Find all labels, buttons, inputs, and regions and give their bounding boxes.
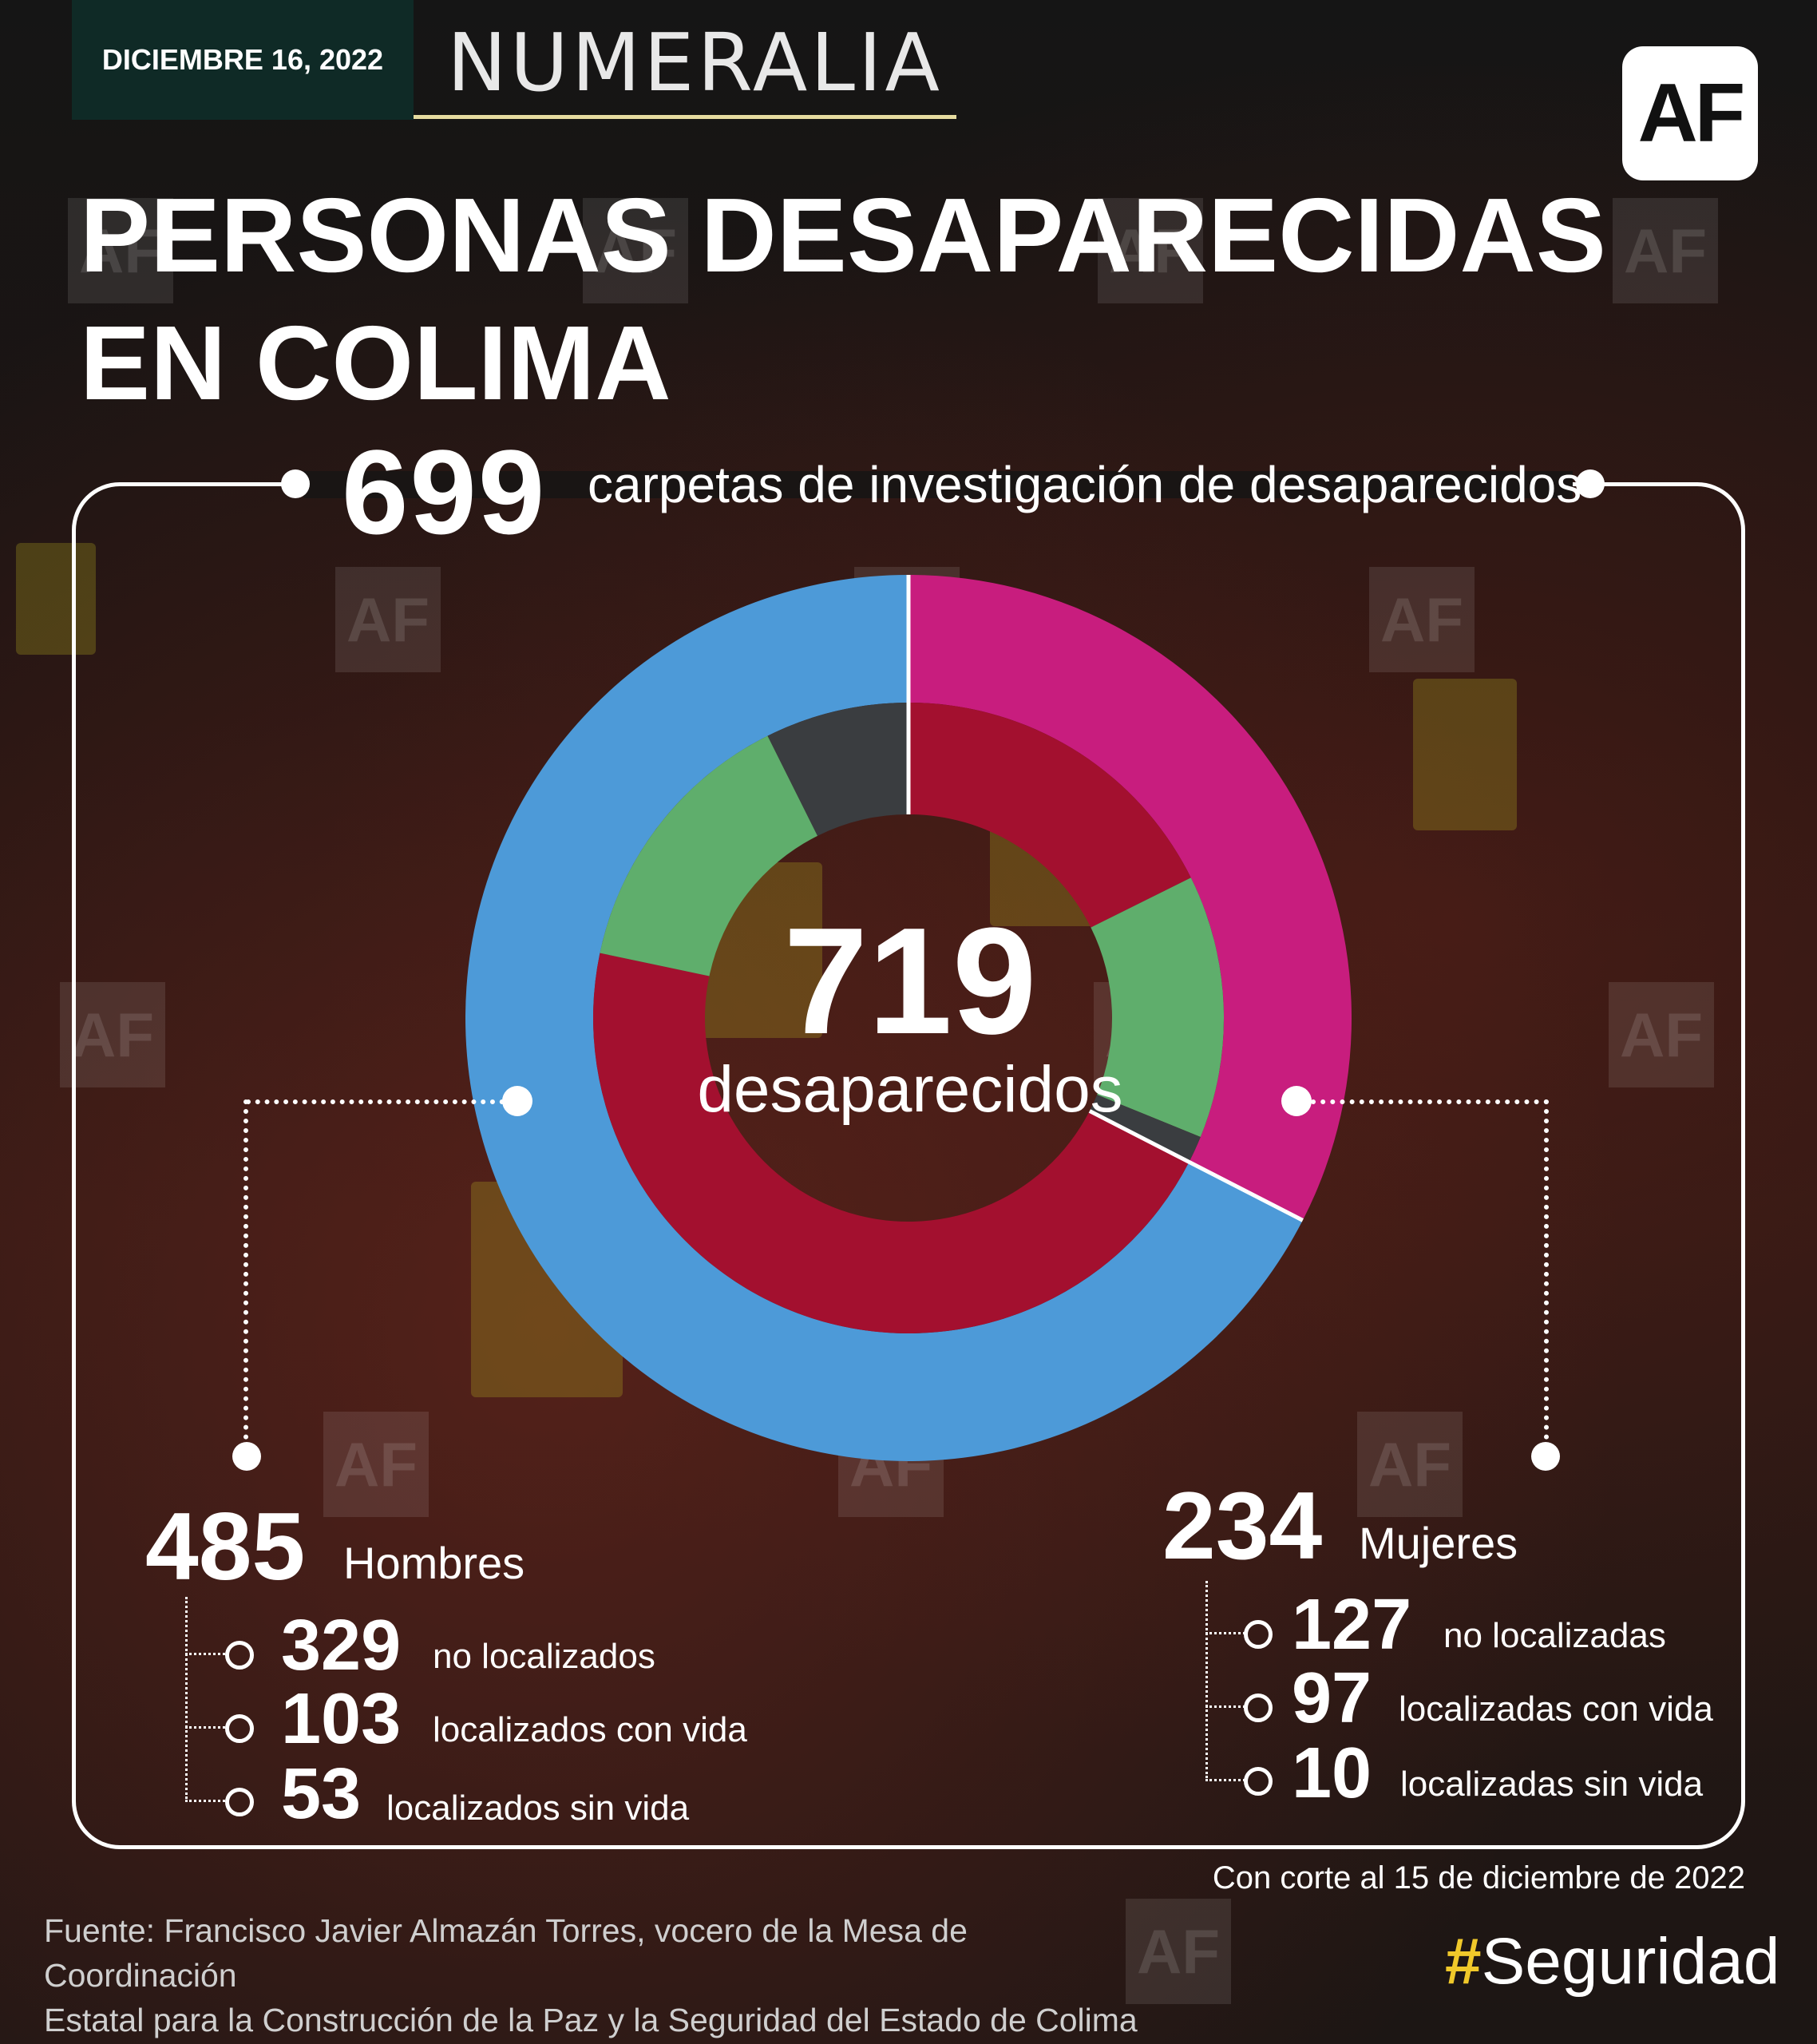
outer-slice-hombres xyxy=(465,575,1303,1461)
mujeres-sin-vida-label: localizadas sin vida xyxy=(1400,1765,1704,1804)
bullet-sin-vida xyxy=(1244,1767,1273,1796)
center-total-label: desaparecidos xyxy=(697,1053,1123,1126)
inner-slice-no-localizados xyxy=(592,953,1190,1334)
bullet-con-vida xyxy=(1244,1693,1273,1722)
mujeres-label: Mujeres xyxy=(1359,1518,1518,1568)
leader-line-hombres-v xyxy=(243,1099,248,1449)
hombres-tree xyxy=(185,1597,188,1799)
title-line-1: PERSONAS DESAPARECIDAS xyxy=(80,176,1606,294)
tree-branch xyxy=(185,1726,225,1729)
hombres-no-localizados-label: no localizados xyxy=(433,1637,655,1676)
center-total-value: 719 xyxy=(783,897,1037,1066)
background-marker xyxy=(1413,679,1517,830)
bullet-con-vida xyxy=(225,1714,254,1743)
frame-dot-right xyxy=(1576,469,1605,498)
hombres-no-localizados-value: 329 xyxy=(281,1606,402,1686)
tree-branch xyxy=(185,1653,225,1655)
mujeres-value: 234 xyxy=(1162,1472,1323,1579)
leader-dot-hombres-end xyxy=(232,1442,261,1471)
leader-line-mujeres-h xyxy=(1311,1099,1549,1104)
title-line-2: EN COLIMA xyxy=(80,304,671,422)
tree-branch xyxy=(1205,1779,1245,1781)
mujeres-sin-vida-value: 10 xyxy=(1292,1733,1372,1813)
separator-group xyxy=(1088,1109,1304,1222)
date-badge: DICIEMBRE 16, 2022 xyxy=(72,0,414,120)
leader-dot-hombres xyxy=(502,1086,532,1116)
bullet-no-localizados xyxy=(225,1641,254,1670)
leader-line-mujeres-v xyxy=(1544,1099,1549,1449)
watermark-logo: AF xyxy=(1609,982,1714,1087)
hombres-con-vida-value: 103 xyxy=(281,1679,402,1759)
watermark-logo: AF xyxy=(335,567,441,672)
inner-slice-no-localizadas xyxy=(908,703,1191,928)
watermark-logo: AF xyxy=(323,1412,429,1517)
hashtag-symbol: # xyxy=(1445,1925,1482,1998)
hombres-value: 485 xyxy=(145,1493,306,1600)
page-title: PERSONAS DESAPARECIDAS EN COLIMA xyxy=(80,172,1606,427)
tree-branch xyxy=(1205,1705,1245,1708)
leader-dot-mujeres-end xyxy=(1531,1442,1560,1471)
watermark-logo: AF xyxy=(583,198,688,303)
frame-gap xyxy=(303,471,1573,498)
brand-logo: AF xyxy=(1622,46,1758,180)
watermark-logo: AF xyxy=(60,982,165,1087)
tree-branch xyxy=(1205,1632,1245,1634)
hombres-label: Hombres xyxy=(343,1538,525,1588)
inner-slice-localizadas-con-vida xyxy=(1091,877,1224,1137)
background-marker xyxy=(16,543,96,655)
watermark-logo: AF xyxy=(1126,1899,1231,2004)
frame-dot-left xyxy=(281,469,310,498)
inner-slice-localizados-con-vida xyxy=(600,735,818,976)
mujeres-tree xyxy=(1205,1581,1208,1778)
section-underline xyxy=(414,115,956,119)
cutoff-date-note: Con corte al 15 de diciembre de 2022 xyxy=(1212,1860,1745,1895)
watermark-logo: AF xyxy=(1369,567,1475,672)
hashtag: #Seguridad xyxy=(1445,1924,1779,1999)
watermark-logo: AF xyxy=(1613,198,1718,303)
leader-dot-mujeres xyxy=(1281,1086,1312,1116)
source-note: Fuente: Francisco Javier Almazán Torres,… xyxy=(44,1908,1162,2042)
mujeres-con-vida-value: 97 xyxy=(1292,1658,1372,1738)
mujeres-no-localizadas-value: 127 xyxy=(1292,1585,1412,1665)
carpetas-label: carpetas de investigación de desaparecid… xyxy=(588,456,1582,513)
tree-branch xyxy=(185,1800,225,1802)
hombres-sin-vida-value: 53 xyxy=(281,1754,362,1834)
hashtag-text: Seguridad xyxy=(1481,1925,1780,1998)
mujeres-con-vida-label: localizadas con vida xyxy=(1399,1689,1713,1729)
source-line-1: Fuente: Francisco Javier Almazán Torres,… xyxy=(44,1912,968,1994)
watermark-logo: AF xyxy=(1357,1412,1463,1517)
source-line-2: Estatal para la Construcción de la Paz y… xyxy=(44,2002,1138,2038)
watermark-logo: AF xyxy=(1098,198,1203,303)
outer-slice-mujeres xyxy=(908,575,1352,1221)
hombres-con-vida-label: localizados con vida xyxy=(433,1710,747,1749)
carpetas-value: 699 xyxy=(342,425,547,559)
hombres-sin-vida-label: localizados sin vida xyxy=(386,1788,690,1828)
bullet-sin-vida xyxy=(225,1788,254,1816)
inner-slice-localizadas-sin-vida xyxy=(1089,1095,1201,1163)
watermark-logo: AF xyxy=(68,198,173,303)
bullet-no-localizadas xyxy=(1244,1620,1273,1649)
mujeres-no-localizadas-label: no localizadas xyxy=(1443,1616,1666,1655)
inner-slice-localizados-sin-vida xyxy=(767,703,908,836)
leader-line-hombres-h xyxy=(246,1099,505,1104)
section-label: NUMERALIA xyxy=(447,16,943,109)
